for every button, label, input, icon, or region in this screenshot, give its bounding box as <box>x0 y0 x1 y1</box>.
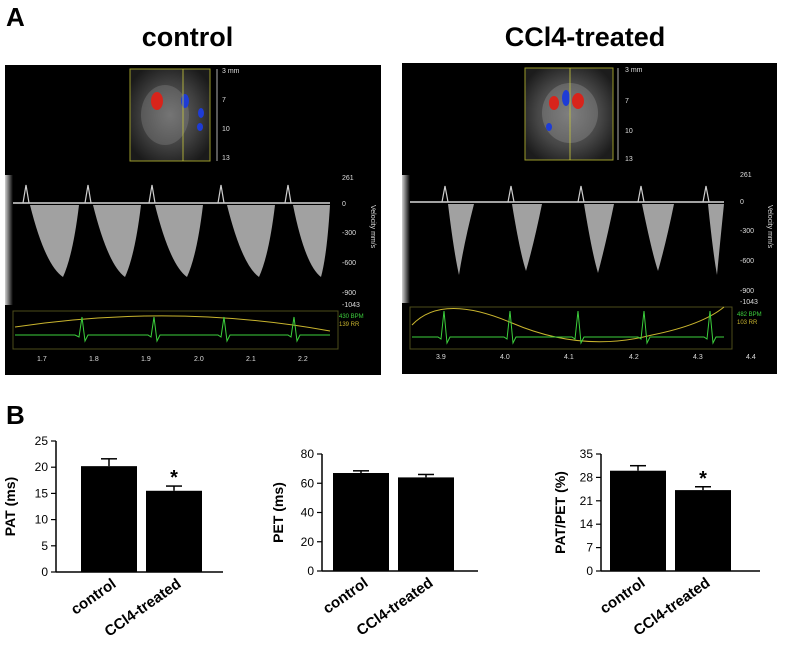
bar <box>333 473 389 571</box>
control-doppler-image: 3 mm 7 10 13 261 0 -300 -600 -900 -1043 … <box>5 65 381 375</box>
svg-text:10: 10 <box>625 128 633 135</box>
y-tick-label: 80 <box>301 447 315 461</box>
bar <box>81 466 137 572</box>
control-ecg-strip: 430 BPM 139 RR <box>12 310 364 350</box>
significance-marker: * <box>170 467 178 489</box>
y-tick-label: 0 <box>41 565 48 579</box>
treated-inset-scale: 3 mm 7 10 13 <box>625 67 643 163</box>
svg-text:4.2: 4.2 <box>629 354 639 361</box>
control-time-ticks: 1.7 1.8 1.9 2.0 2.1 2.2 <box>37 356 308 363</box>
bar <box>675 490 731 571</box>
svg-text:4.4: 4.4 <box>746 354 756 361</box>
svg-text:4.0: 4.0 <box>500 354 510 361</box>
control-inset-scale: 3 mm 7 10 13 <box>222 68 240 162</box>
treated-title: CCl4-treated <box>504 22 666 52</box>
svg-text:0: 0 <box>342 201 346 208</box>
y-tick-label: 5 <box>41 539 48 553</box>
svg-text:-300: -300 <box>342 230 356 237</box>
svg-text:-900: -900 <box>342 290 356 297</box>
svg-text:-600: -600 <box>342 260 356 267</box>
svg-text:2.0: 2.0 <box>194 356 204 363</box>
svg-text:7: 7 <box>222 97 226 104</box>
y-axis-label: PAT (ms) <box>2 477 18 536</box>
category-label: control <box>68 575 119 618</box>
treated-velocity-ticks: 261 0 -300 -600 -900 -1043 <box>740 172 758 306</box>
svg-text:-1043: -1043 <box>740 299 758 306</box>
control-spectral-trace <box>13 184 330 277</box>
svg-text:4.3: 4.3 <box>693 354 703 361</box>
svg-text:13: 13 <box>625 156 633 163</box>
panel-a-letter: A <box>6 2 25 32</box>
svg-text:1.8: 1.8 <box>89 356 99 363</box>
svg-text:4.1: 4.1 <box>564 354 574 361</box>
svg-text:2.2: 2.2 <box>298 356 308 363</box>
panel-b-letter: B <box>6 400 25 430</box>
y-tick-label: 25 <box>35 434 49 448</box>
svg-text:430 BPM: 430 BPM <box>339 314 364 320</box>
svg-text:-600: -600 <box>740 258 754 265</box>
control-ultrasound-inset <box>129 68 218 162</box>
svg-text:1.9: 1.9 <box>141 356 151 363</box>
svg-text:482 BPM: 482 BPM <box>737 312 762 318</box>
control-velocity-axis-label: Velocity mm/s <box>369 205 376 249</box>
svg-text:3 mm: 3 mm <box>625 67 643 74</box>
svg-text:103 RR: 103 RR <box>737 320 758 326</box>
treated-doppler-image: 3 mm 7 10 13 261 0 -300 -600 -900 -1043 … <box>402 63 777 374</box>
svg-text:10: 10 <box>222 126 230 133</box>
control-title: control <box>141 22 234 52</box>
svg-text:-300: -300 <box>740 228 754 235</box>
svg-text:-1043: -1043 <box>342 302 360 309</box>
svg-text:-900: -900 <box>740 288 754 295</box>
y-tick-label: 0 <box>586 564 593 578</box>
y-tick-label: 20 <box>35 460 49 474</box>
svg-text:139 RR: 139 RR <box>339 322 360 328</box>
svg-text:13: 13 <box>222 155 230 162</box>
category-label: control <box>597 574 648 617</box>
y-axis-label: PET (ms) <box>270 482 286 543</box>
bar <box>398 477 454 571</box>
treated-time-ticks: 3.9 4.0 4.1 4.2 4.3 4.4 <box>436 354 756 361</box>
svg-text:261: 261 <box>342 175 354 182</box>
y-tick-label: 28 <box>580 470 594 484</box>
y-tick-label: 60 <box>301 476 315 490</box>
y-tick-label: 21 <box>580 494 594 508</box>
treated-ecg-strip: 482 BPM 103 RR <box>409 306 762 350</box>
treated-velocity-axis-label: Velocity mm/s <box>766 205 773 249</box>
control-velocity-ticks: 261 0 -300 -600 -900 -1043 <box>342 175 360 309</box>
svg-text:3 mm: 3 mm <box>222 68 240 75</box>
y-tick-label: 7 <box>586 541 593 555</box>
bar <box>146 490 202 572</box>
bar <box>610 470 666 571</box>
y-tick-label: 35 <box>580 447 594 461</box>
svg-text:2.1: 2.1 <box>246 356 256 363</box>
svg-text:3.9: 3.9 <box>436 354 446 361</box>
y-tick-label: 10 <box>35 513 49 527</box>
y-tick-label: 20 <box>301 535 315 549</box>
treated-ultrasound-inset <box>524 67 619 161</box>
y-tick-label: 40 <box>301 506 315 520</box>
y-tick-label: 0 <box>307 564 314 578</box>
category-label: control <box>320 574 371 617</box>
treated-spectral-trace <box>410 185 724 275</box>
svg-text:0: 0 <box>740 199 744 206</box>
y-tick-label: 15 <box>35 486 49 500</box>
significance-marker: * <box>699 468 707 490</box>
y-tick-label: 14 <box>580 517 594 531</box>
y-axis-label: PAT/PET (%) <box>552 471 568 554</box>
svg-text:1.7: 1.7 <box>37 356 47 363</box>
svg-text:261: 261 <box>740 172 752 179</box>
svg-text:7: 7 <box>625 98 629 105</box>
